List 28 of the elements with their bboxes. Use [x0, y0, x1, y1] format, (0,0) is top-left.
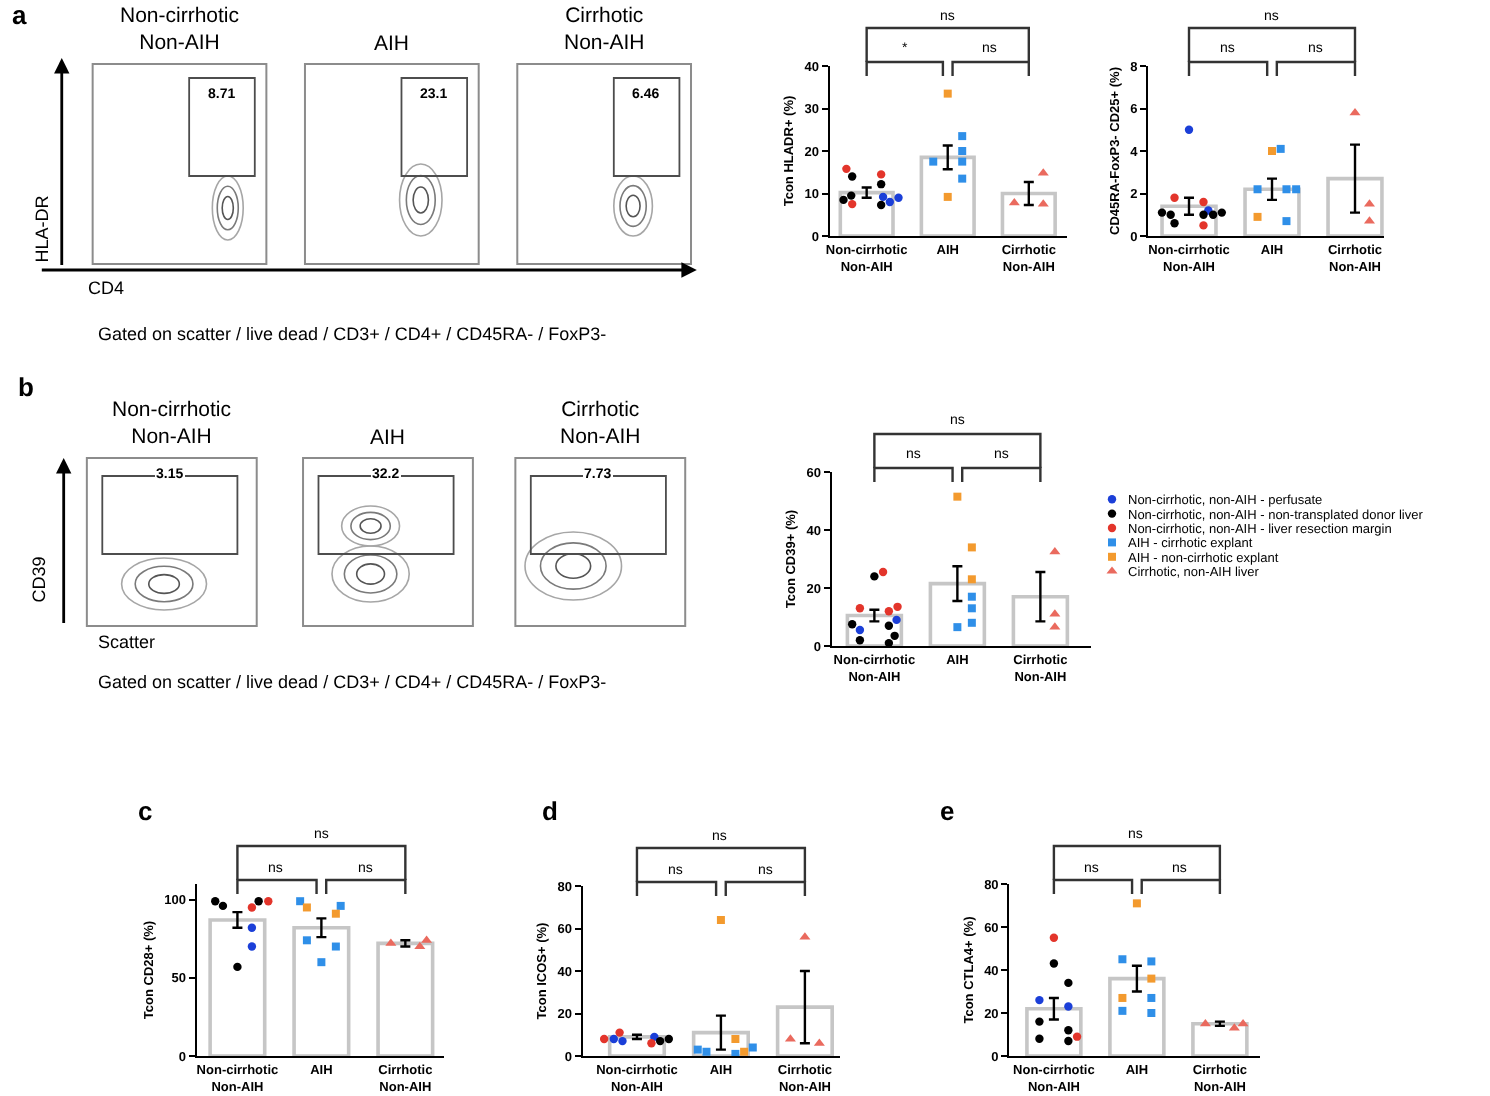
text: HLA-DR — [32, 194, 53, 263]
chart-title: c — [138, 796, 153, 826]
text: Gated on scatter / live dead / CD3+ / CD4+ / CD45RA- / FoxP3- — [98, 672, 607, 692]
bar — [1011, 594, 1070, 646]
text: b — [18, 372, 34, 402]
text: CD39 — [28, 556, 49, 603]
bar — [928, 581, 987, 646]
bar — [1000, 191, 1057, 236]
text: a — [12, 0, 28, 30]
text: Scatter — [98, 632, 156, 652]
text: CD4 — [88, 278, 125, 298]
bar — [919, 155, 976, 236]
chart-title: d — [542, 796, 558, 826]
bar — [208, 918, 267, 1056]
text: Gated on scatter / live dead / CD3+ / CD4+ / CD45RA- / FoxP3- — [98, 324, 607, 344]
bar — [775, 1005, 834, 1056]
category-label: Non-cirrhotic Non-AIH — [112, 398, 232, 450]
category-label: Cirrhotic Non-AIH — [560, 398, 641, 450]
chart-title: e — [940, 796, 955, 826]
category-label: Cirrhotic Non-AIH — [564, 4, 645, 56]
category-label: AIH — [370, 426, 406, 450]
bar — [1191, 1021, 1249, 1056]
bar — [1108, 976, 1166, 1056]
category-label: AIH — [374, 32, 410, 56]
category-label: Non-cirrhotic Non-AIH — [120, 4, 240, 56]
bar — [1326, 176, 1384, 236]
bar — [292, 925, 351, 1056]
bar — [376, 941, 435, 1056]
